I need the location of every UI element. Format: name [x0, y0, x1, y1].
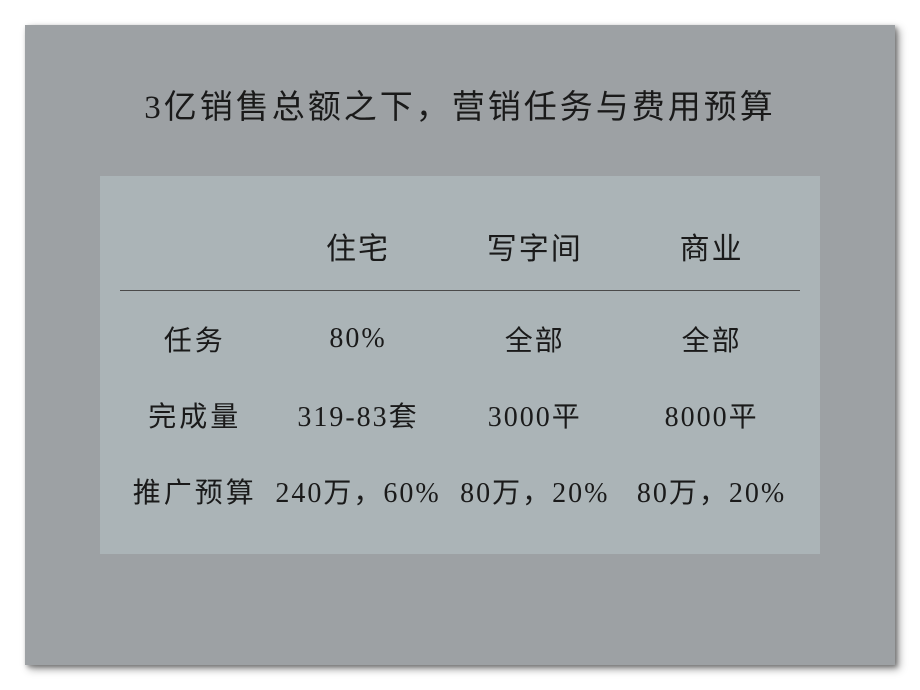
- header-commercial: 商业: [623, 206, 800, 291]
- row-label-budget: 推广预算: [120, 453, 270, 529]
- cell-completion-residential: 319-83套: [270, 377, 447, 453]
- table-row: 推广预算 240万，60% 80万，20% 80万，20%: [120, 453, 800, 529]
- row-label-task: 任务: [120, 291, 270, 378]
- cell-budget-residential: 240万，60%: [270, 453, 447, 529]
- cell-completion-commercial: 8000平: [623, 377, 800, 453]
- cell-task-office: 全部: [446, 291, 623, 378]
- budget-table: 住宅 写字间 商业 任务 80% 全部 全部 完成量 319-83套 3000平…: [120, 206, 800, 529]
- cell-task-commercial: 全部: [623, 291, 800, 378]
- table-container: 住宅 写字间 商业 任务 80% 全部 全部 完成量 319-83套 3000平…: [100, 176, 820, 554]
- slide-frame: 3亿销售总额之下，营销任务与费用预算 住宅 写字间 商业 任务 80% 全部 全…: [25, 25, 895, 665]
- row-label-completion: 完成量: [120, 377, 270, 453]
- table-row: 任务 80% 全部 全部: [120, 291, 800, 378]
- cell-budget-commercial: 80万，20%: [623, 453, 800, 529]
- slide-title: 3亿销售总额之下，营销任务与费用预算: [85, 80, 835, 128]
- header-residential: 住宅: [270, 206, 447, 291]
- cell-budget-office: 80万，20%: [446, 453, 623, 529]
- table-header-row: 住宅 写字间 商业: [120, 206, 800, 291]
- header-empty: [120, 206, 270, 291]
- table-row: 完成量 319-83套 3000平 8000平: [120, 377, 800, 453]
- header-office: 写字间: [446, 206, 623, 291]
- cell-completion-office: 3000平: [446, 377, 623, 453]
- cell-task-residential: 80%: [270, 291, 447, 378]
